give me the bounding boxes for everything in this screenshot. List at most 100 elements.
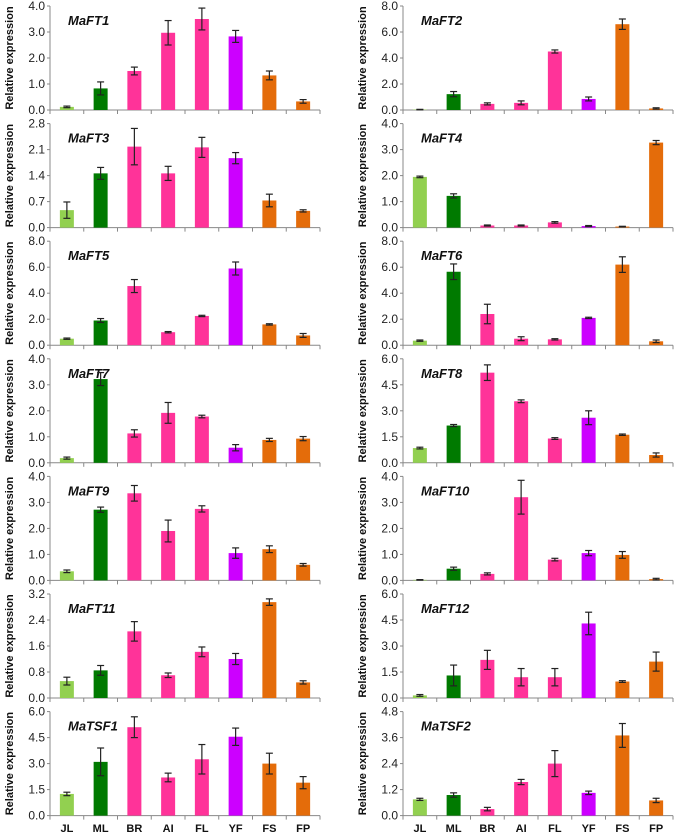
y-tick-label: 0.0 <box>28 338 45 352</box>
bar-ML <box>446 271 461 346</box>
y-tick-label: 0.8 <box>28 665 45 679</box>
y-tick-label: 2.0 <box>381 521 398 535</box>
bar-AI <box>161 531 176 581</box>
bar-FL <box>194 508 209 581</box>
y-tick-label: 3.0 <box>28 25 45 39</box>
x-tick-label: FS <box>615 823 629 835</box>
bar-ML <box>93 670 108 698</box>
bar-FP <box>649 142 664 228</box>
bar-AI <box>161 777 176 816</box>
panel-title: MaFT10 <box>421 483 470 498</box>
y-axis-label: Relative expression <box>357 241 369 345</box>
bar-AI <box>161 412 176 463</box>
y-tick-label: 0.0 <box>381 221 398 235</box>
bar-AI <box>161 32 176 110</box>
panel-title: MaFT4 <box>421 131 463 146</box>
bar-BR <box>480 573 495 581</box>
y-axis-label: Relative expression <box>4 6 16 110</box>
y-tick-label: 3.0 <box>381 143 398 157</box>
bar-YF <box>581 623 596 698</box>
y-tick-label: 1.5 <box>28 783 45 797</box>
x-tick-label: JL <box>413 823 426 835</box>
bar-YF <box>581 317 596 346</box>
y-axis-label: Relative expression <box>4 124 16 228</box>
bar-BR <box>480 314 495 346</box>
y-tick-label: 6.0 <box>381 587 398 601</box>
bar-JL <box>59 458 74 463</box>
x-tick-label: BR <box>126 823 142 835</box>
panel-MaFT3: 0.0 0.7 1.4 2.1 2.8 Relative expression MaFT3 <box>4 117 321 235</box>
bar-AI <box>514 401 529 463</box>
bar-FL <box>547 222 562 228</box>
bar-BR <box>127 433 142 463</box>
bar-BR <box>480 372 495 463</box>
y-tick-label: 4.0 <box>381 469 398 483</box>
y-tick-label: 8.0 <box>381 234 398 248</box>
bar-BR <box>127 146 142 228</box>
bar-ML <box>93 320 108 346</box>
panel-title: MaFT9 <box>68 483 110 498</box>
panel-title: MaFT11 <box>68 601 115 616</box>
bar-BR <box>480 103 495 110</box>
y-axis-label: Relative expression <box>357 359 369 463</box>
panel-MaFT10: 0.0 1.0 2.0 3.0 4.0 Relative expression MaFT10 <box>357 469 674 587</box>
bar-ML <box>93 509 108 581</box>
bar-ML <box>446 425 461 463</box>
bar-FP <box>649 455 664 463</box>
y-tick-label: 2.4 <box>28 613 45 627</box>
bar-AI <box>161 173 176 228</box>
y-tick-label: 1.4 <box>28 169 45 183</box>
panel-title: MaFT6 <box>421 248 463 263</box>
bar-AI <box>514 782 529 816</box>
y-tick-label: 3.0 <box>381 495 398 509</box>
bar-JL <box>59 106 74 110</box>
bar-JL <box>412 340 427 346</box>
bar-AI <box>514 497 529 581</box>
y-tick-label: 3.0 <box>28 757 45 771</box>
panel-MaFT2: 0.0 2.0 4.0 6.0 8.0 Relative expression MaFT2 <box>357 0 674 117</box>
y-tick-label: 1.6 <box>28 639 45 653</box>
y-axis-label: Relative expression <box>4 712 16 816</box>
y-tick-label: 0.0 <box>28 221 45 235</box>
bar-ML <box>446 568 461 581</box>
bar-FL <box>547 339 562 346</box>
y-tick-label: 6.0 <box>381 25 398 39</box>
panel-MaTSF2: 0.0 1.2 2.4 3.6 4.8 Relative expression MaTSF2… <box>357 705 674 835</box>
bar-ML <box>446 94 461 110</box>
bar-YF <box>228 553 243 581</box>
bar-YF <box>228 736 243 816</box>
bar-AI <box>514 102 529 110</box>
bar-JL <box>59 338 74 346</box>
bar-JL <box>412 799 427 816</box>
y-axis-label: Relative expression <box>4 476 16 580</box>
bar-BR <box>127 286 142 346</box>
y-tick-label: 0.0 <box>381 103 398 117</box>
bar-BR <box>127 71 142 110</box>
bar-BR <box>480 809 495 816</box>
y-tick-label: 4.0 <box>28 0 45 13</box>
y-tick-label: 4.0 <box>381 117 398 131</box>
y-tick-label: 4.5 <box>381 378 398 392</box>
bar-YF <box>228 659 243 698</box>
y-tick-label: 1.0 <box>381 547 398 561</box>
y-tick-label: 1.0 <box>28 430 45 444</box>
y-tick-label: 0.0 <box>381 338 398 352</box>
y-tick-label: 0.0 <box>381 691 398 705</box>
panel-title: MaTSF2 <box>421 719 472 734</box>
bar-FS <box>262 324 277 346</box>
bar-FS <box>615 681 630 698</box>
y-tick-label: 3.0 <box>28 378 45 392</box>
bar-FP <box>296 210 311 228</box>
panel-title: MaFT5 <box>68 248 110 263</box>
x-tick-label: FL <box>548 823 562 835</box>
panel-MaFT9: 0.0 1.0 2.0 3.0 4.0 Relative expression MaFT9 <box>4 469 321 587</box>
bar-FS <box>262 763 277 816</box>
bar-YF <box>228 158 243 228</box>
panel-MaFT8: 0.0 1.5 3.0 4.5 6.0 Relative expression MaFT8 <box>357 352 674 470</box>
panel-title: MaFT3 <box>68 131 110 146</box>
y-axis-label: Relative expression <box>4 594 16 698</box>
bar-ML <box>446 195 461 228</box>
x-tick-label: YF <box>582 823 596 835</box>
x-tick-label: FL <box>195 823 209 835</box>
y-axis-label: Relative expression <box>357 712 369 816</box>
